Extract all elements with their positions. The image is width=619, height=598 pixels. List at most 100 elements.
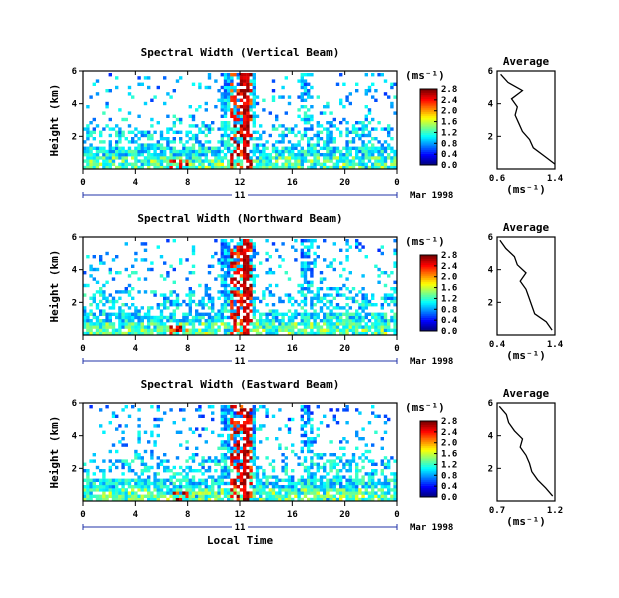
heatmap-cell (246, 331, 250, 336)
colorbar-segment (420, 149, 437, 152)
heatmap-cell (230, 82, 234, 86)
heatmap-cell (105, 153, 109, 157)
heatmap-cell (351, 322, 356, 326)
heatmap-cell (316, 299, 320, 304)
heatmap-cell (236, 121, 240, 125)
heatmap-cell (303, 456, 308, 460)
heatmap-cell (342, 156, 346, 160)
heatmap-cell (387, 465, 391, 470)
heatmap-cell (198, 105, 202, 109)
heatmap-cell (86, 478, 90, 482)
heatmap-cell (175, 488, 180, 492)
heatmap-cell (227, 405, 231, 409)
heatmap-cell (367, 146, 372, 150)
heatmap-cell (265, 497, 269, 502)
heatmap-cell (198, 299, 202, 304)
heatmap-cell (185, 491, 189, 495)
heatmap-cell (284, 312, 288, 316)
heatmap-cell (134, 159, 138, 163)
heatmap-cell (182, 165, 186, 170)
heatmap-cell (137, 159, 141, 163)
heatmap-cell (156, 159, 160, 163)
heatmap-cell (281, 162, 285, 166)
heatmap-cell (188, 469, 192, 473)
heatmap-cell (105, 312, 109, 316)
heatmap-cell (233, 159, 237, 163)
heatmap-cell (249, 283, 253, 288)
heatmap-cell (239, 494, 244, 498)
heatmap-cell (374, 430, 378, 434)
heatmap-cell (233, 271, 237, 275)
heatmap-cell (211, 417, 215, 422)
heatmap-cell (294, 156, 298, 160)
heatmap-cell (252, 130, 256, 134)
heatmap-cell (233, 140, 237, 144)
heatmap-cell (227, 421, 231, 425)
heatmap-cell (377, 325, 381, 329)
heatmap-cell (204, 488, 208, 492)
heatmap-cell (380, 146, 384, 150)
heatmap-cell (223, 274, 228, 278)
heatmap-cell (252, 280, 256, 284)
heatmap-cell (284, 165, 288, 170)
heatmap-cell (310, 143, 314, 147)
heatmap-cell (275, 248, 279, 252)
heatmap-cell (319, 271, 324, 275)
heatmap-cell (345, 296, 349, 300)
average-y-tick-label: 6 (488, 67, 493, 77)
heatmap-cell (134, 258, 138, 262)
heatmap-cell (143, 481, 148, 486)
heatmap-cell (246, 290, 250, 294)
heatmap-cell (175, 79, 180, 83)
heatmap-cell (214, 277, 218, 281)
heatmap-cell (108, 488, 112, 492)
heatmap-cell (115, 165, 119, 170)
heatmap-cell (185, 497, 189, 502)
heatmap-cell (124, 405, 128, 409)
heatmap-cell (236, 242, 240, 246)
heatmap-cell (278, 124, 282, 128)
heatmap-cell (313, 453, 317, 457)
heatmap-cell (265, 239, 269, 243)
heatmap-cell (236, 427, 240, 431)
heatmap-cell (287, 149, 292, 154)
heatmap-cell (83, 488, 87, 492)
heatmap-cell (252, 475, 256, 479)
heatmap-cell (111, 156, 116, 160)
heatmap-cell (387, 293, 391, 297)
heatmap-cell (275, 331, 279, 336)
heatmap-cell (275, 114, 279, 118)
heatmap-cell (236, 421, 240, 425)
heatmap-cell (297, 165, 301, 170)
heatmap-cell (188, 299, 192, 304)
heatmap-cell (348, 290, 352, 294)
heatmap-cell (207, 322, 212, 326)
heatmap-cell (134, 146, 138, 150)
heatmap-cell (355, 242, 359, 246)
heatmap-cell (233, 411, 237, 415)
heatmap-cell (307, 261, 311, 265)
heatmap-cell (300, 242, 304, 246)
heatmap-cell (300, 267, 304, 272)
heatmap-cell (355, 328, 359, 332)
heatmap-cell (243, 108, 247, 112)
heatmap-cell (371, 485, 375, 489)
heatmap-cell (204, 485, 208, 489)
heatmap-cell (220, 417, 224, 422)
heatmap-cell (371, 296, 375, 300)
x-tick-label: 16 (287, 510, 298, 520)
heatmap-cell (323, 296, 327, 300)
heatmap-cell (220, 165, 224, 170)
heatmap-cell (383, 462, 388, 466)
colorbar-segment (420, 460, 437, 464)
heatmap-cell (220, 258, 224, 262)
heatmap-cell (191, 494, 196, 498)
heatmap-cell (233, 414, 237, 418)
heatmap-cell (329, 146, 333, 150)
heatmap-cell (204, 440, 208, 444)
heatmap-cell (163, 277, 167, 281)
heatmap-cell (262, 293, 266, 297)
heatmap-cell (150, 465, 154, 470)
heatmap-cell (140, 165, 144, 170)
heatmap-cell (185, 481, 189, 486)
